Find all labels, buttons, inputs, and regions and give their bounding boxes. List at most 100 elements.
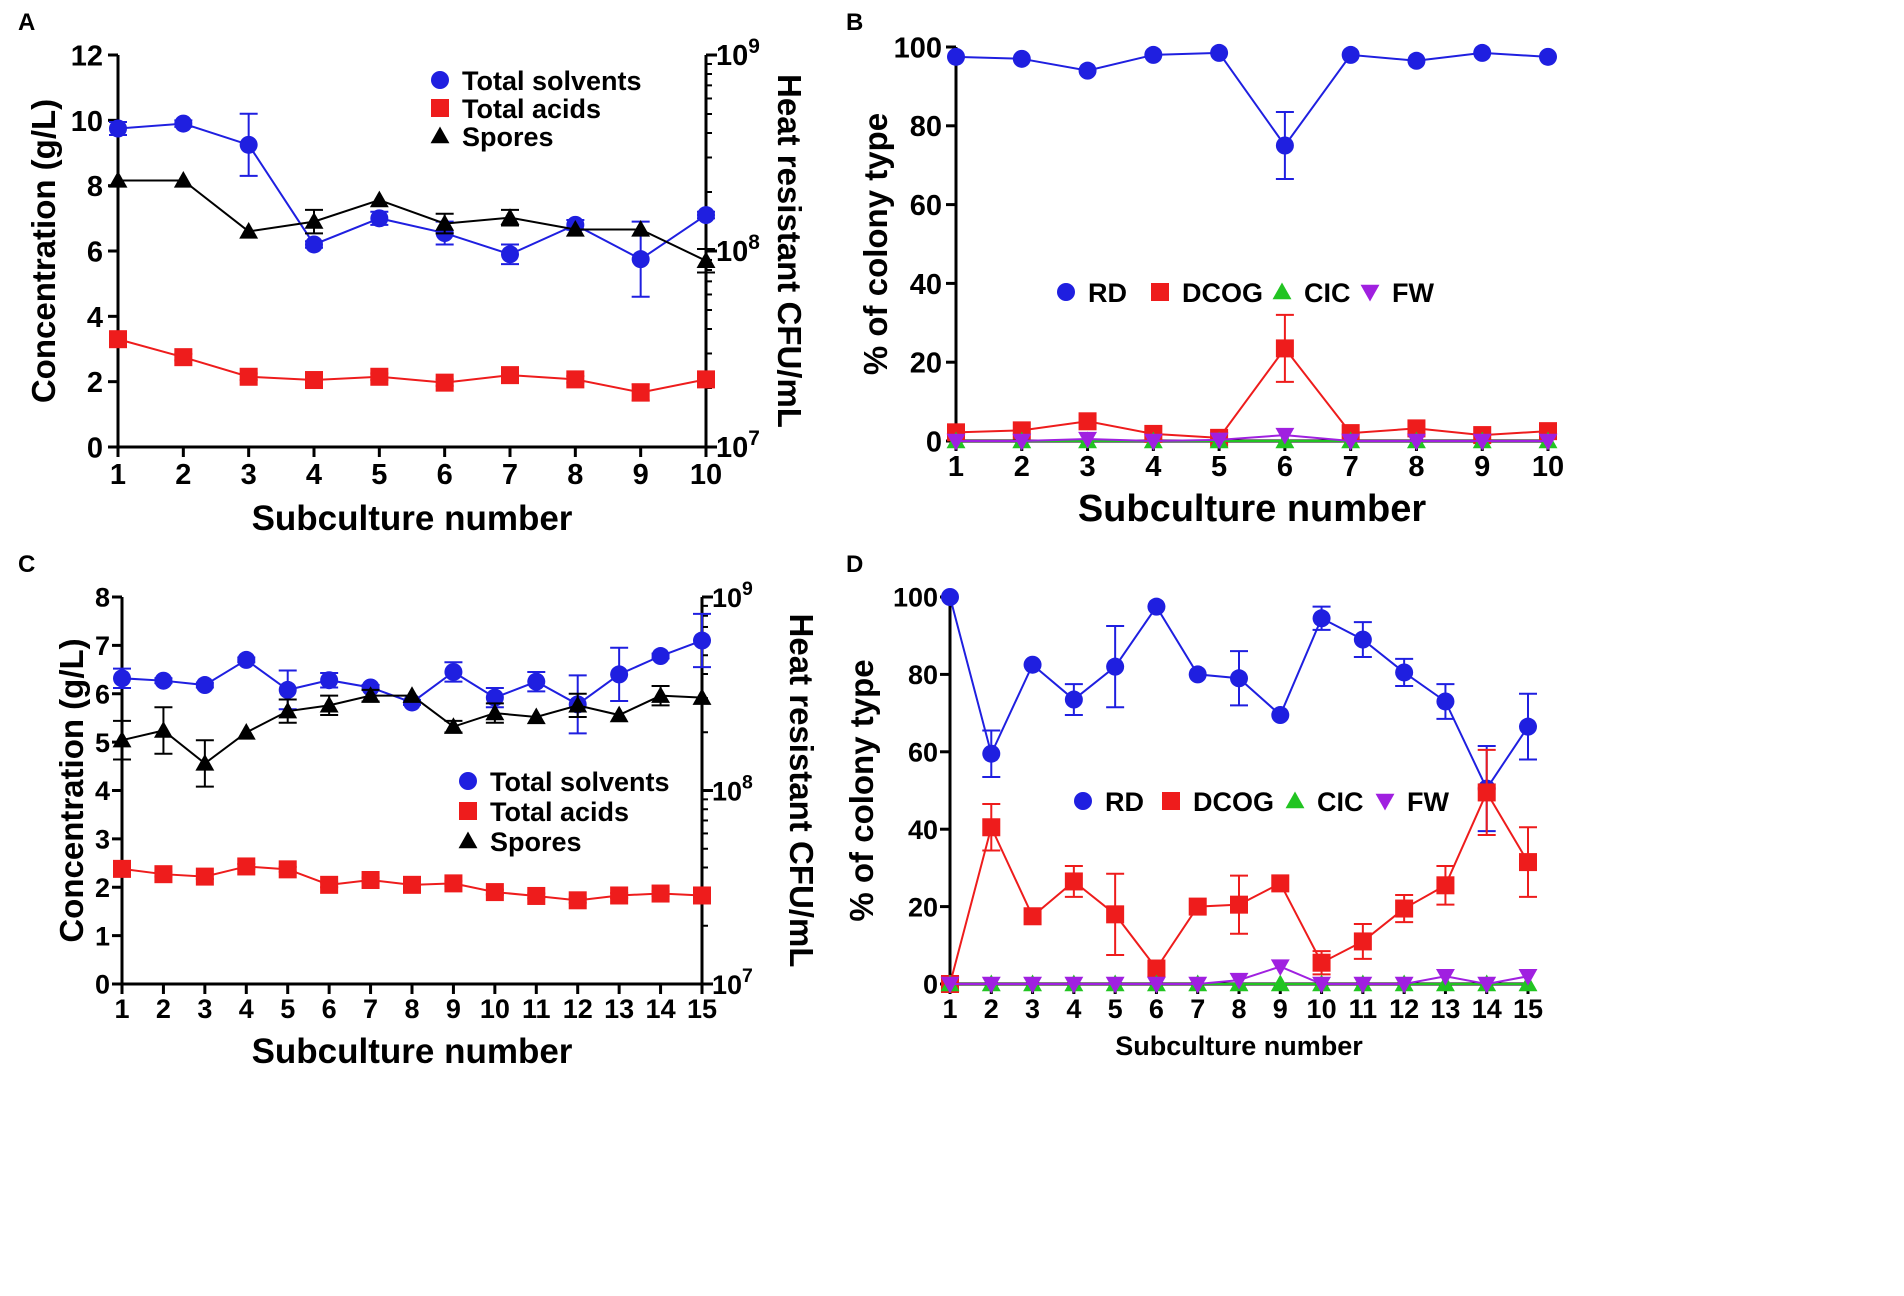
y-tick-label: 4	[87, 302, 103, 334]
x-tick-label: 7	[363, 994, 378, 1024]
data-point	[1106, 905, 1125, 924]
data-point	[320, 671, 339, 690]
data-point	[1538, 433, 1558, 451]
legend-label: FW	[1392, 278, 1434, 308]
x-tick-label: 3	[197, 994, 212, 1024]
data-point	[692, 688, 712, 705]
y-tick-label: 3	[95, 825, 110, 855]
x-tick-label: 2	[1014, 451, 1030, 483]
data-point	[1209, 432, 1229, 450]
x-tick-label: 3	[1025, 994, 1040, 1024]
data-point	[1064, 976, 1084, 994]
legend-symbol	[1074, 792, 1092, 810]
data-point	[305, 235, 323, 254]
series-spores	[108, 170, 716, 274]
x-tick-label: 9	[1474, 451, 1490, 483]
data-point	[1078, 61, 1097, 80]
y-axis-label: Concentration (g/L)	[25, 99, 62, 403]
legend: RD DCOG CIC FW	[1074, 787, 1449, 817]
data-point	[1407, 51, 1426, 70]
y-tick-label: 6	[87, 236, 103, 268]
x-axis-label: Subculture number	[1115, 1031, 1363, 1061]
legend-label: DCOG	[1193, 787, 1274, 817]
y-axis-label: Concentration (g/L)	[53, 638, 90, 942]
legend-symbol	[459, 772, 477, 790]
x-tick-label: 3	[1079, 451, 1095, 483]
x-tick-label: 3	[241, 459, 257, 491]
legend-symbol	[458, 831, 478, 849]
data-point	[1436, 692, 1455, 711]
data-point	[696, 251, 716, 268]
x-tick-label: 1	[948, 451, 964, 483]
data-point	[195, 753, 215, 771]
legend-label: Total acids	[462, 94, 601, 124]
y-tick-label: 40	[908, 815, 938, 845]
legend-label: Spores	[462, 122, 554, 152]
y2-axis-label: Heat resistant CFU/mL	[771, 74, 808, 428]
data-point	[278, 701, 298, 719]
y-tick-label: 0	[87, 432, 103, 464]
data-point	[1407, 419, 1426, 438]
y2-axis-label: Heat resistant CFU/mL	[783, 614, 820, 968]
data-point	[403, 875, 421, 894]
data-point	[1078, 431, 1098, 449]
y2-tick-label: 107	[716, 427, 760, 464]
data-point	[1023, 907, 1042, 926]
data-point	[631, 383, 650, 402]
legend-label: RD	[1088, 278, 1127, 308]
x-tick-label: 9	[1273, 994, 1288, 1024]
legend-label: Spores	[490, 827, 582, 857]
series-fw	[940, 959, 1538, 994]
data-point	[1188, 665, 1207, 684]
data-point	[370, 367, 389, 386]
legend: RD DCOG CIC FW	[1057, 278, 1434, 308]
data-point	[485, 703, 505, 721]
data-point	[239, 135, 258, 154]
legend-symbol	[1360, 284, 1380, 302]
data-point	[651, 647, 670, 666]
x-tick-label: 2	[156, 994, 171, 1024]
data-point	[361, 686, 381, 703]
x-tick-label: 9	[633, 459, 649, 491]
y-tick-label: 0	[95, 970, 110, 1000]
data-point	[369, 190, 389, 208]
data-point	[1229, 972, 1249, 990]
data-point	[237, 650, 256, 669]
data-point	[1539, 47, 1557, 66]
series-line	[955, 51, 1549, 148]
data-point	[565, 219, 585, 237]
data-point	[1395, 663, 1414, 682]
x-tick-label: 2	[175, 459, 191, 491]
data-point	[1275, 339, 1294, 358]
data-point	[109, 330, 127, 349]
x-tick-label: 1	[110, 459, 126, 491]
series-fw	[946, 427, 1558, 451]
data-point	[1106, 657, 1125, 676]
data-point	[113, 859, 131, 878]
data-point	[1143, 433, 1163, 451]
x-tick-label: 5	[280, 994, 295, 1024]
data-point	[527, 672, 546, 691]
legend-label: DCOG	[1182, 278, 1263, 308]
y-axis-label: % of colony type	[857, 113, 894, 375]
legend-symbol	[430, 126, 450, 144]
legend-label: FW	[1407, 787, 1449, 817]
legend-symbol	[1285, 791, 1305, 809]
data-point	[278, 680, 297, 699]
panel-d: D1 2 3 4 5 6 7 8 9 10 11 12 13 14 15020406080100Subcul…	[843, 551, 1543, 1061]
data-point	[1064, 690, 1083, 709]
y-tick-label: 80	[910, 111, 942, 143]
data-point	[1188, 897, 1207, 916]
legend-label: Total solvents	[490, 767, 670, 797]
series-dcog	[941, 748, 1537, 993]
data-point	[1395, 899, 1414, 918]
data-point	[444, 874, 463, 893]
legend-symbol	[1272, 282, 1292, 300]
y-tick-label: 80	[908, 660, 938, 690]
data-point	[982, 744, 1001, 763]
data-point	[319, 695, 339, 713]
data-point	[693, 886, 711, 905]
